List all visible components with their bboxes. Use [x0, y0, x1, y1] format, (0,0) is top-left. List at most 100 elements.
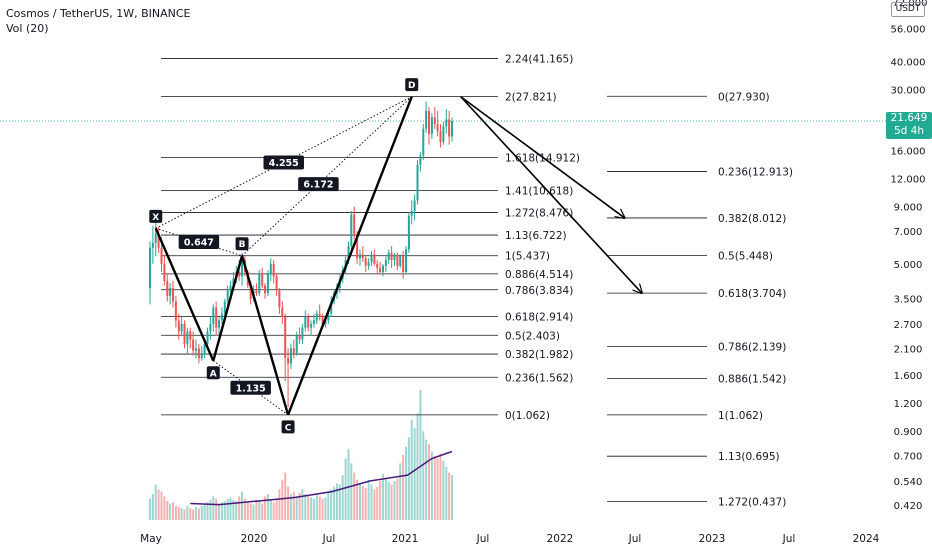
- fib-extension-label: 0.618(2.914): [505, 311, 573, 323]
- pattern-point-badge: [235, 237, 249, 251]
- candle-body: [384, 260, 387, 266]
- last-price-tag: 21.649 5d 4h: [886, 112, 932, 139]
- candle-body: [215, 307, 218, 328]
- volume-bar: [223, 501, 226, 520]
- candle-body: [402, 256, 405, 272]
- volume-bar: [364, 488, 367, 520]
- pattern-ratio-line: [155, 227, 243, 257]
- bar-countdown: 5d 4h: [893, 125, 925, 137]
- volume-bar: [212, 496, 215, 520]
- candle-body: [416, 165, 419, 201]
- fib-levels: 2.24(41.165) 2(27.821) 1.618(14.912) 1.41(1…: [161, 53, 793, 508]
- price-tick-label: 7.000: [894, 227, 923, 238]
- candle-body: [203, 343, 206, 354]
- volume-bar: [382, 473, 384, 520]
- price-tick-label: 1.600: [894, 371, 923, 382]
- volume-bar: [275, 498, 278, 520]
- candle-body: [405, 249, 407, 272]
- volume-bar: [197, 508, 200, 520]
- volume-bar: [410, 419, 413, 520]
- volume-bar: [321, 498, 324, 520]
- candle-body: [223, 301, 226, 314]
- time-axis-bg: [0, 528, 888, 550]
- candle-body: [393, 254, 396, 261]
- candle-body: [195, 348, 197, 351]
- volume-bar: [172, 502, 174, 520]
- ratio-badge-label: 6.172: [303, 180, 333, 191]
- volume-bar: [255, 499, 258, 520]
- candle-body: [241, 260, 243, 277]
- volume-bar: [174, 505, 177, 520]
- price-tick-label: 1.200: [894, 399, 923, 410]
- candle-body: [324, 320, 327, 324]
- candle-body: [312, 320, 315, 324]
- fib-extension-label: 0.382(1.982): [505, 349, 573, 361]
- volume-bar: [264, 496, 266, 520]
- volume-bar: [226, 498, 229, 520]
- candle-body: [232, 278, 235, 286]
- candle-body: [445, 119, 448, 127]
- fib-extension-label: 1.13(6.722): [505, 230, 567, 242]
- price-tick-label: 0.420: [894, 501, 923, 512]
- price-scale-bg: [888, 0, 932, 550]
- candle-body: [278, 290, 281, 308]
- volume-bar: [425, 439, 428, 520]
- fib-extension-label: 1.272(8.476): [505, 207, 573, 219]
- volume-bar: [307, 496, 310, 520]
- volume-bar: [315, 495, 318, 520]
- price-tick-label: 12.000: [891, 175, 926, 186]
- fib-extension-label: 0(1.062): [505, 410, 550, 422]
- candle-body: [275, 276, 278, 291]
- volume-bar: [442, 460, 445, 520]
- candle-body: [436, 124, 439, 132]
- fib-extension-label: 0.786(3.834): [505, 285, 573, 297]
- pattern-leg-AB: [212, 255, 244, 362]
- candle-body: [373, 254, 376, 264]
- volume-bar: [289, 494, 292, 520]
- candle-body: [361, 254, 364, 259]
- candle-body: [318, 313, 321, 317]
- candle-body: [350, 214, 353, 247]
- pattern-point-badge: [206, 366, 220, 380]
- candle-body: [430, 117, 433, 134]
- volume-bar: [266, 494, 269, 520]
- volume-bar: [261, 503, 264, 520]
- ratio-badge-label: 4.255: [269, 158, 299, 169]
- currency-badge[interactable]: USDT: [891, 2, 925, 17]
- ratio-badge-label: 1.135: [236, 383, 266, 394]
- volume-ma-line: [190, 450, 453, 506]
- candle-body: [189, 331, 192, 340]
- candle-body: [177, 320, 180, 332]
- fib-retracement-label: 0.5(5.448): [718, 251, 773, 263]
- candle-body: [287, 358, 290, 364]
- candle-body: [407, 215, 410, 250]
- ratio-badge-label: 0.647: [184, 238, 214, 249]
- last-price-value: 21.649: [890, 112, 928, 124]
- pattern-point-label: A: [210, 369, 217, 379]
- pattern-leg-CD: [286, 96, 413, 416]
- volume-bar: [376, 486, 379, 520]
- candle-body: [169, 288, 172, 296]
- volume-bar: [330, 489, 333, 520]
- volume-bar: [206, 502, 209, 520]
- candle-body: [448, 119, 451, 137]
- price-tick-label: 9.000: [894, 203, 923, 214]
- candle-body: [197, 348, 200, 359]
- volume-bar: [238, 496, 241, 520]
- time-tick-label: May: [140, 533, 162, 545]
- volume-bar: [183, 509, 186, 520]
- volume-bar: [353, 472, 356, 520]
- volume-bar: [324, 497, 327, 520]
- candle-body: [281, 307, 284, 317]
- pattern-point-label: B: [239, 240, 246, 250]
- candle-body: [229, 285, 232, 291]
- volume-bar: [373, 489, 376, 520]
- candle-body: [310, 323, 313, 328]
- fib-extension-label: 0.236(1.562): [505, 372, 573, 384]
- volume-bar: [287, 486, 290, 520]
- volume-bar: [344, 458, 347, 520]
- candle-body: [226, 290, 229, 302]
- fib-retracement-label: 0.786(2.139): [718, 342, 786, 354]
